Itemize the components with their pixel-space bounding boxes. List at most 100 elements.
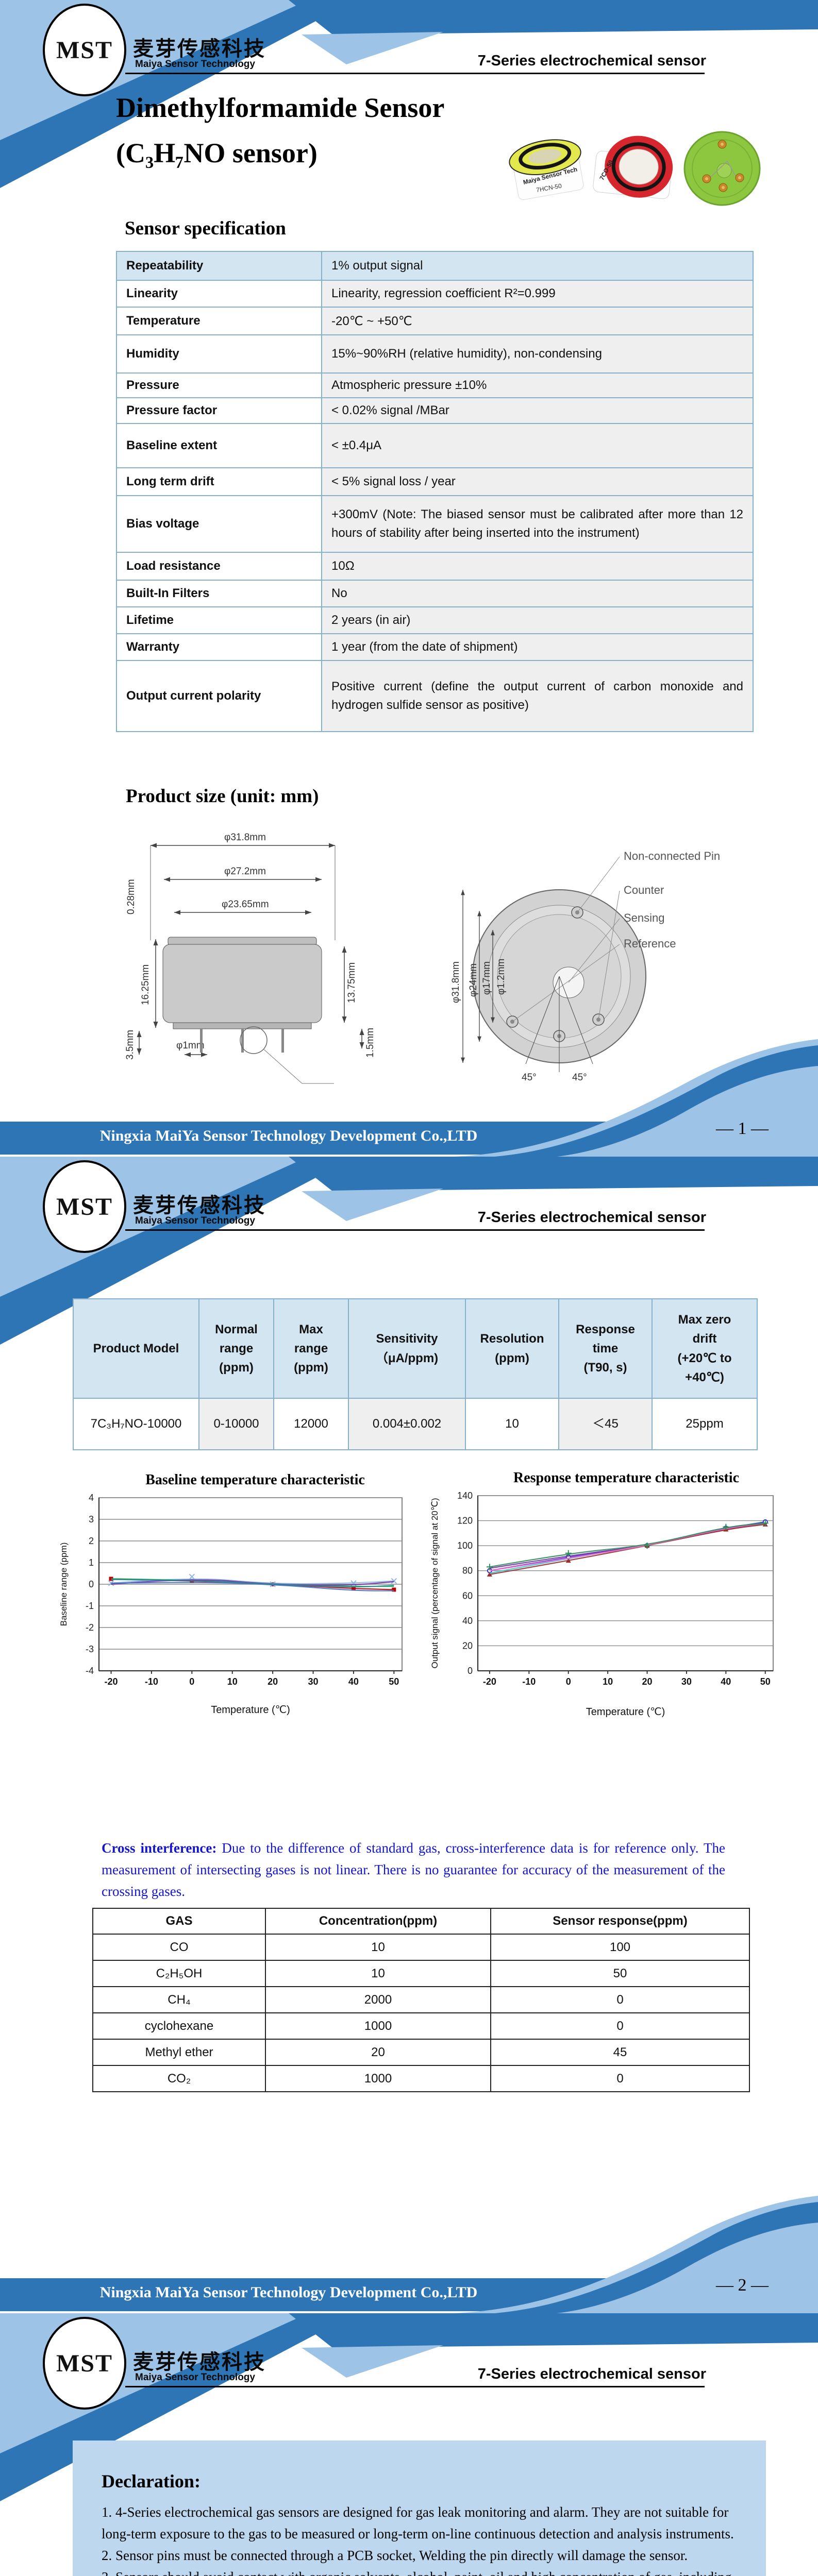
dim-label: 1.5mm bbox=[365, 1028, 376, 1058]
size-heading: Product size (unit: mm) bbox=[126, 786, 319, 807]
model-cell: 0-10000 bbox=[198, 1398, 274, 1450]
spec-value: 15%~90%RH (relative humidity), non-conde… bbox=[321, 334, 754, 374]
gas-cell: 0 bbox=[490, 1986, 750, 2013]
table-row: cyclohexane 1000 0 bbox=[92, 2012, 750, 2040]
svg-text:Temperature (℃): Temperature (℃) bbox=[586, 1706, 665, 1718]
spec-label: Pressure bbox=[116, 372, 322, 398]
gas-col-header: Concentration(ppm) bbox=[265, 1908, 491, 1935]
svg-text:-20: -20 bbox=[483, 1676, 496, 1687]
model-cell: 25ppm bbox=[652, 1398, 758, 1450]
page-3: MST 麦芽传感科技 Maiya Sensor Technology 7-Ser… bbox=[0, 2313, 818, 2576]
brand-name-cn: 麦芽传感科技 bbox=[133, 38, 266, 60]
spec-label: Long term drift bbox=[116, 467, 322, 496]
gas-cell: C₂H₅OH bbox=[92, 1960, 266, 1987]
svg-text:40: 40 bbox=[462, 1616, 473, 1626]
svg-text:40: 40 bbox=[721, 1676, 731, 1687]
svg-text:3: 3 bbox=[89, 1514, 94, 1524]
footer-company: Ningxia MaiYa Sensor Technology Developm… bbox=[99, 2284, 478, 2301]
page-1: MST 麦芽传感科技 Maiya Sensor Technology 7-Ser… bbox=[0, 0, 818, 1157]
spec-label: Linearity bbox=[116, 280, 322, 308]
size-drawing: φ31.8mm φ27.2mm φ23.65mm 0.28mm 16.25mm … bbox=[125, 832, 720, 1084]
gas-cell: 2000 bbox=[265, 1986, 491, 2013]
spec-row: Repeatability 1% output signal bbox=[116, 251, 754, 281]
footer-swoosh-light bbox=[454, 1039, 818, 1157]
series-title: 7-Series electrochemical sensor bbox=[477, 2366, 706, 2382]
spec-heading: Sensor specification bbox=[125, 218, 286, 239]
spec-row: Baseline extent < ±0.4μA bbox=[116, 423, 754, 468]
spec-value: Atmospheric pressure ±10% bbox=[321, 372, 754, 398]
spec-row: Long term drift < 5% signal loss / year bbox=[116, 467, 754, 496]
spec-value: < 0.02% signal /MBar bbox=[321, 397, 754, 424]
svg-text:-1: -1 bbox=[86, 1601, 94, 1611]
svg-text:30: 30 bbox=[681, 1676, 692, 1687]
spec-row: Warranty 1 year (from the date of shipmen… bbox=[116, 633, 754, 661]
header-rule bbox=[125, 73, 705, 74]
dim-label: φ27.2mm bbox=[224, 866, 266, 877]
svg-text:Baseline range (ppm): Baseline range (ppm) bbox=[59, 1543, 69, 1626]
model-cell: 0.004±0.002 bbox=[348, 1398, 466, 1450]
svg-text:1: 1 bbox=[89, 1557, 94, 1568]
model-cell: ＜45 bbox=[558, 1398, 653, 1450]
brand-name-cn: 麦芽传感科技 bbox=[133, 1194, 266, 1217]
svg-text:50: 50 bbox=[389, 1676, 399, 1687]
model-col-header: Resolution (ppm) bbox=[465, 1298, 559, 1399]
dim-label: 45° bbox=[572, 1072, 587, 1083]
logo-ellipse bbox=[43, 1160, 126, 1253]
spec-row: Built-In Filters No bbox=[116, 580, 754, 607]
spec-value: < ±0.4μA bbox=[321, 423, 754, 468]
svg-text:120: 120 bbox=[457, 1516, 473, 1526]
dim-label: φ1.2mm bbox=[496, 959, 507, 995]
svg-text:0: 0 bbox=[189, 1676, 194, 1687]
dim-label: φ23.65mm bbox=[222, 899, 269, 910]
series-title: 7-Series electrochemical sensor bbox=[477, 53, 706, 69]
gas-cell: 0 bbox=[490, 2012, 750, 2040]
spec-label: Warranty bbox=[116, 633, 322, 661]
series-title: 7-Series electrochemical sensor bbox=[477, 1209, 706, 1226]
logo-ellipse bbox=[43, 4, 126, 96]
dim-label: φ1mm bbox=[176, 1040, 205, 1051]
logo-ellipse bbox=[43, 2317, 126, 2410]
model-col-header: Response time (T90, s) bbox=[558, 1298, 653, 1399]
spec-label: Lifetime bbox=[116, 606, 322, 634]
pin-label: Counter bbox=[624, 884, 664, 896]
brand-name-en: Maiya Sensor Technology bbox=[135, 59, 255, 70]
declaration-item: 1. 4-Series electrochemical gas sensors … bbox=[102, 2504, 734, 2541]
pin-label: Non-connected Pin bbox=[624, 850, 720, 862]
gas-cell: 1000 bbox=[265, 2012, 491, 2040]
dim-label: φ31.8mm bbox=[450, 961, 461, 1003]
svg-text:60: 60 bbox=[462, 1590, 473, 1601]
cross-note-body: Due to the difference of standard gas, c… bbox=[102, 1840, 725, 1899]
table-row: CO 10 100 bbox=[92, 1934, 750, 1961]
ribbon-dark-stripe bbox=[0, 0, 356, 188]
footer-company: Ningxia MaiYa Sensor Technology Developm… bbox=[99, 1127, 478, 1144]
svg-text:30: 30 bbox=[308, 1676, 319, 1687]
table-row: C₂H₅OH 10 50 bbox=[92, 1960, 750, 1987]
svg-text:2: 2 bbox=[89, 1536, 94, 1546]
spec-label: Built-In Filters bbox=[116, 580, 322, 607]
pin-label: Reference bbox=[624, 937, 676, 950]
model-col-header: Max range (ppm) bbox=[273, 1298, 349, 1399]
spec-value: 2 years (in air) bbox=[321, 606, 754, 634]
gas-cell: 50 bbox=[490, 1960, 750, 1987]
spec-row: Output current polarity Positive current … bbox=[116, 660, 754, 732]
dim-label: φ24mm bbox=[468, 963, 479, 997]
spec-row: Temperature -20℃ ~ +50℃ bbox=[116, 307, 754, 335]
svg-text:0: 0 bbox=[468, 1666, 473, 1676]
spec-row: Linearity Linearity, regression coefficie… bbox=[116, 280, 754, 308]
spec-row: Pressure factor < 0.02% signal /MBar bbox=[116, 397, 754, 424]
sensor-face-view: φ31.8mm φ24mm φ17mm φ1.2mm 45° 45° bbox=[450, 856, 646, 1083]
svg-text:80: 80 bbox=[462, 1566, 473, 1576]
header-ribbon bbox=[0, 1157, 818, 1345]
dim-label: 0.28mm bbox=[126, 879, 137, 914]
svg-text:20: 20 bbox=[642, 1676, 653, 1687]
declaration-panel: Declaration: 1. 4-Series electrochemical… bbox=[73, 2441, 766, 2576]
gas-cell: 100 bbox=[490, 1934, 750, 1961]
spec-value: < 5% signal loss / year bbox=[321, 467, 754, 496]
footer-ribbon bbox=[0, 2196, 818, 2313]
svg-text:100: 100 bbox=[457, 1540, 473, 1551]
spec-value: No bbox=[321, 580, 754, 607]
svg-text:-10: -10 bbox=[145, 1676, 158, 1687]
gas-cell: 10 bbox=[265, 1934, 491, 1961]
cross-interference-table: GAS Concentration(ppm) Sensor response(p… bbox=[92, 1908, 750, 2092]
gas-col-header: GAS bbox=[92, 1908, 266, 1935]
